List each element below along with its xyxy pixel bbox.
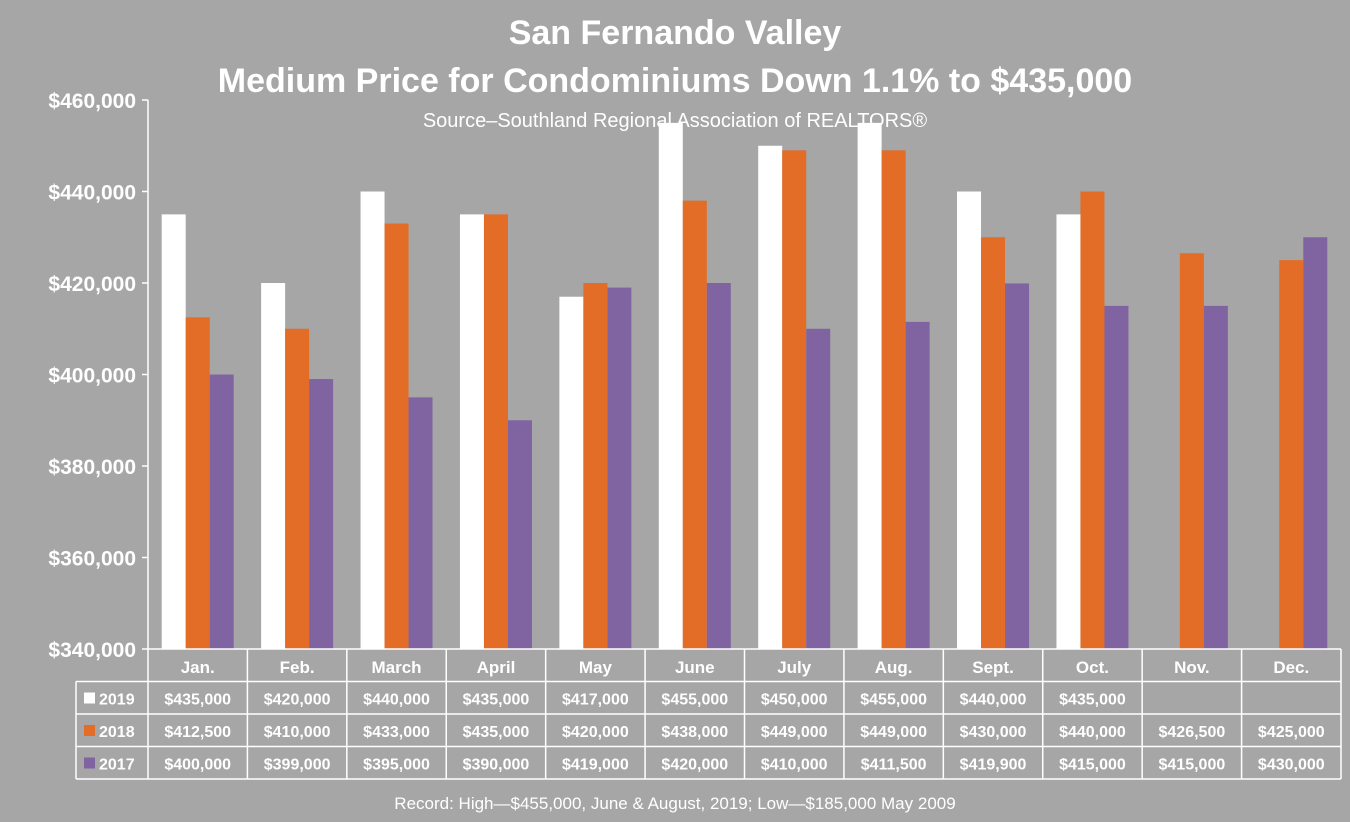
data-label: $426,500 (1159, 724, 1226, 741)
bar-2017 (1005, 283, 1030, 649)
x-category-label: Sept. (972, 658, 1014, 677)
data-label: $449,000 (860, 724, 927, 741)
data-label: $425,000 (1258, 724, 1325, 741)
legend-label-2019: 2019 (99, 692, 135, 709)
data-label: $433,000 (363, 724, 430, 741)
bar-2017 (309, 379, 334, 649)
bar-2018 (782, 150, 807, 649)
data-label: $395,000 (363, 757, 430, 774)
data-label: $412,500 (164, 724, 231, 741)
bar-2019 (261, 283, 286, 649)
bar-2018 (185, 317, 210, 649)
x-category-label: Aug. (875, 658, 913, 677)
data-label: $399,000 (264, 757, 331, 774)
bar-2017 (209, 374, 234, 649)
data-label: $420,000 (264, 692, 331, 709)
bar-2017 (408, 397, 433, 649)
chart-title: San Fernando Valley (508, 14, 842, 52)
bar-2019 (857, 122, 882, 649)
bar-2017 (1203, 305, 1228, 649)
x-category-label: July (777, 658, 812, 677)
data-label: $410,000 (761, 757, 828, 774)
data-label: $440,000 (1059, 724, 1126, 741)
y-tick-label: $380,000 (48, 456, 136, 479)
bar-2018 (285, 328, 310, 649)
bar-2018 (981, 237, 1006, 649)
data-label: $435,000 (463, 724, 530, 741)
bar-2019 (957, 191, 982, 649)
data-label: $435,000 (463, 692, 530, 709)
bar-2018 (1080, 191, 1105, 649)
data-label: $411,500 (861, 757, 927, 774)
bar-2019 (658, 122, 683, 649)
x-category-label: Jan. (181, 658, 215, 677)
data-label: $417,000 (562, 692, 629, 709)
legend-label-2018: 2018 (99, 724, 135, 741)
data-label: $435,000 (1059, 692, 1126, 709)
data-label: $455,000 (860, 692, 927, 709)
bar-2019 (758, 145, 783, 649)
legend-label-2017: 2017 (99, 757, 135, 774)
x-category-label: March (372, 658, 422, 677)
data-label: $449,000 (761, 724, 828, 741)
chart-subtitle: Medium Price for Condominiums Down 1.1% … (217, 62, 1133, 100)
x-category-label: Feb. (280, 658, 315, 677)
bar-2019 (459, 214, 484, 649)
x-category-label: April (477, 658, 516, 677)
x-category-label: May (579, 658, 613, 677)
y-tick-label: $420,000 (48, 273, 136, 296)
y-tick-label: $400,000 (48, 365, 136, 388)
chart-footer: Record: High—$455,000, June & August, 20… (394, 794, 956, 813)
bar-2019 (1056, 214, 1081, 649)
y-tick-label: $360,000 (48, 548, 136, 571)
bar-2017 (507, 420, 532, 649)
bar-2019 (161, 214, 186, 649)
data-label: $440,000 (960, 692, 1027, 709)
data-label: $420,000 (562, 724, 629, 741)
data-label: $415,000 (1059, 757, 1126, 774)
data-label: $430,000 (1258, 757, 1325, 774)
bar-2018 (583, 283, 608, 649)
y-tick-label: $440,000 (48, 182, 136, 205)
bar-2018 (881, 150, 906, 649)
data-label: $415,000 (1159, 757, 1226, 774)
bar-2017 (806, 328, 831, 649)
data-label: $410,000 (264, 724, 331, 741)
data-label: $390,000 (463, 757, 530, 774)
data-label: $419,000 (562, 757, 629, 774)
x-category-label: Nov. (1174, 658, 1210, 677)
data-label: $440,000 (363, 692, 430, 709)
data-label: $455,000 (661, 692, 728, 709)
bar-2017 (607, 287, 632, 649)
data-label: $420,000 (661, 757, 728, 774)
y-tick-label: $460,000 (48, 90, 136, 113)
data-label: $435,000 (164, 692, 231, 709)
bar-2017 (905, 321, 930, 649)
data-label: $419,900 (960, 757, 1027, 774)
data-label: $430,000 (960, 724, 1027, 741)
x-category-label: Dec. (1273, 658, 1309, 677)
bar-2018 (1279, 260, 1304, 649)
x-category-label: June (675, 658, 715, 677)
bar-2017 (1303, 237, 1328, 649)
bar-2018 (1179, 253, 1204, 649)
bar-2018 (682, 200, 707, 649)
legend-swatch-2019 (84, 692, 95, 704)
bar-2018 (483, 214, 508, 649)
bar-2017 (706, 283, 731, 649)
bar-2019 (559, 296, 584, 649)
bar-2018 (384, 223, 409, 649)
legend-swatch-2018 (84, 725, 95, 736)
data-label: $450,000 (761, 692, 828, 709)
y-tick-label: $340,000 (48, 639, 136, 662)
bar-2017 (1104, 305, 1129, 649)
data-label: $438,000 (661, 724, 728, 741)
bar-2019 (360, 191, 385, 649)
legend-swatch-2017 (84, 757, 95, 769)
chart-source: Source–Southland Regional Association of… (422, 110, 928, 132)
data-label: $400,000 (164, 757, 231, 774)
x-category-label: Oct. (1076, 658, 1109, 677)
